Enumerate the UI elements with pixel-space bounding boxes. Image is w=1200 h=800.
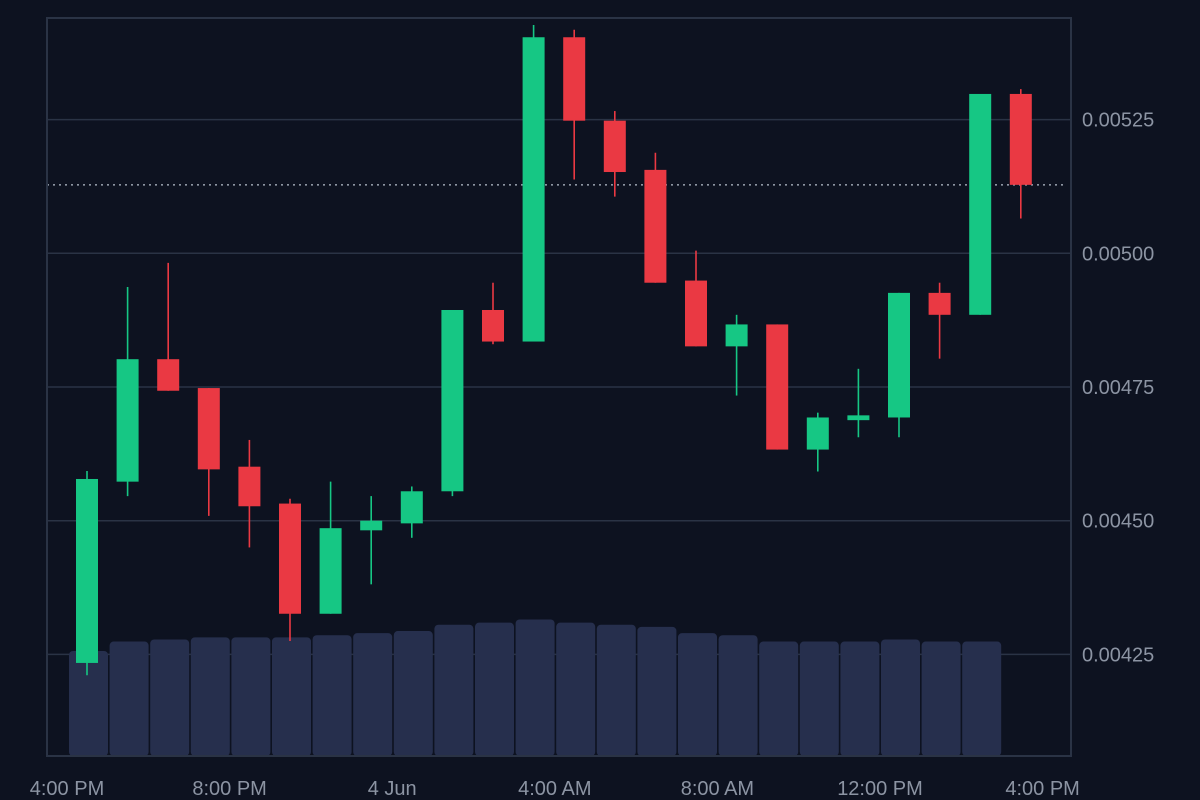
candle-body	[644, 169, 667, 283]
candle	[197, 388, 220, 516]
candle	[847, 368, 870, 438]
volume-bar	[434, 624, 474, 756]
candle	[725, 314, 748, 396]
candle-body	[847, 415, 870, 421]
candle-body	[319, 528, 342, 614]
candle-body	[685, 280, 707, 347]
volume-bar	[515, 619, 555, 756]
volume-bar	[637, 626, 677, 756]
candles	[76, 24, 1032, 676]
x-tick-label: 8:00 AM	[681, 778, 754, 800]
candle	[76, 470, 98, 676]
y-axis-labels: 0.00425 0.00450 0.00475 0.00500 0.00525	[1082, 110, 1154, 667]
candle	[279, 498, 301, 642]
candle-body	[928, 292, 951, 315]
y-tick-label: 0.00425	[1082, 644, 1154, 666]
y-tick-label: 0.00500	[1082, 243, 1154, 265]
volume-bar	[475, 622, 514, 756]
candle-body	[360, 520, 383, 531]
candle-body	[766, 324, 789, 450]
volume-bar	[109, 641, 149, 756]
volume-bar	[840, 641, 880, 756]
candle-body	[482, 309, 504, 342]
candle	[482, 282, 504, 345]
candle-body	[441, 309, 464, 492]
candle	[238, 439, 261, 548]
candle	[888, 292, 910, 438]
x-tick-label: 4:00 PM	[30, 778, 104, 800]
candle	[522, 24, 545, 342]
candle	[360, 496, 383, 585]
volume-bar	[69, 651, 108, 756]
candle	[400, 486, 423, 538]
volume-bar	[556, 622, 596, 756]
candle	[116, 286, 139, 497]
candle-body	[522, 37, 545, 342]
candle-body	[279, 503, 301, 614]
candle	[644, 152, 667, 283]
volume-bar	[962, 641, 1002, 756]
volume-bar	[150, 639, 190, 756]
volume-bar	[678, 633, 717, 756]
candle	[969, 93, 992, 315]
candle-body	[888, 292, 910, 418]
candle-body	[603, 120, 626, 173]
y-tick-label: 0.00475	[1082, 377, 1154, 399]
candle-body	[197, 388, 220, 470]
candle	[928, 282, 951, 359]
volume-bar	[272, 637, 311, 756]
candle-body	[116, 359, 139, 482]
candle-body	[725, 324, 748, 347]
volume-bars	[69, 619, 1002, 756]
y-tick-label: 0.00450	[1082, 511, 1154, 533]
y-tick-label: 0.00525	[1082, 110, 1154, 132]
candle	[685, 250, 707, 347]
x-tick-label: 12:00 PM	[837, 778, 923, 800]
candle-body	[157, 359, 180, 391]
candle-body	[806, 417, 829, 450]
x-axis-labels: 4:00 PM 8:00 PM 4 Jun 4:00 AM 8:00 AM 12:00 P…	[30, 778, 1080, 800]
candle	[157, 262, 180, 391]
candle	[806, 412, 829, 472]
volume-bar	[799, 641, 839, 756]
volume-bar	[759, 641, 799, 756]
candle-body	[969, 93, 992, 315]
plot-border	[46, 17, 1072, 757]
volume-bar	[921, 641, 961, 756]
candle	[563, 29, 586, 180]
volume-bar	[353, 633, 393, 756]
x-tick-label: 4:00 PM	[1005, 778, 1079, 800]
gridlines	[47, 118, 1071, 656]
volume-bar	[881, 639, 920, 756]
x-tick-label: 4 Jun	[368, 778, 417, 800]
x-tick-label: 8:00 PM	[192, 778, 266, 800]
volume-bar	[393, 631, 433, 756]
volume-bar	[190, 637, 230, 756]
candle	[441, 309, 464, 497]
volume-bar	[596, 624, 636, 756]
candle-body	[1009, 93, 1032, 185]
candle-body	[76, 478, 98, 663]
candle	[766, 324, 789, 450]
candle-body	[238, 466, 261, 507]
volume-bar	[312, 635, 352, 756]
candle-body	[400, 491, 423, 524]
x-tick-label: 4:00 AM	[518, 778, 591, 800]
candle	[319, 481, 342, 614]
candle	[1009, 89, 1032, 219]
volume-bar	[231, 637, 271, 756]
volume-bar	[718, 635, 758, 756]
candle-body	[563, 37, 586, 121]
candle	[603, 111, 626, 197]
